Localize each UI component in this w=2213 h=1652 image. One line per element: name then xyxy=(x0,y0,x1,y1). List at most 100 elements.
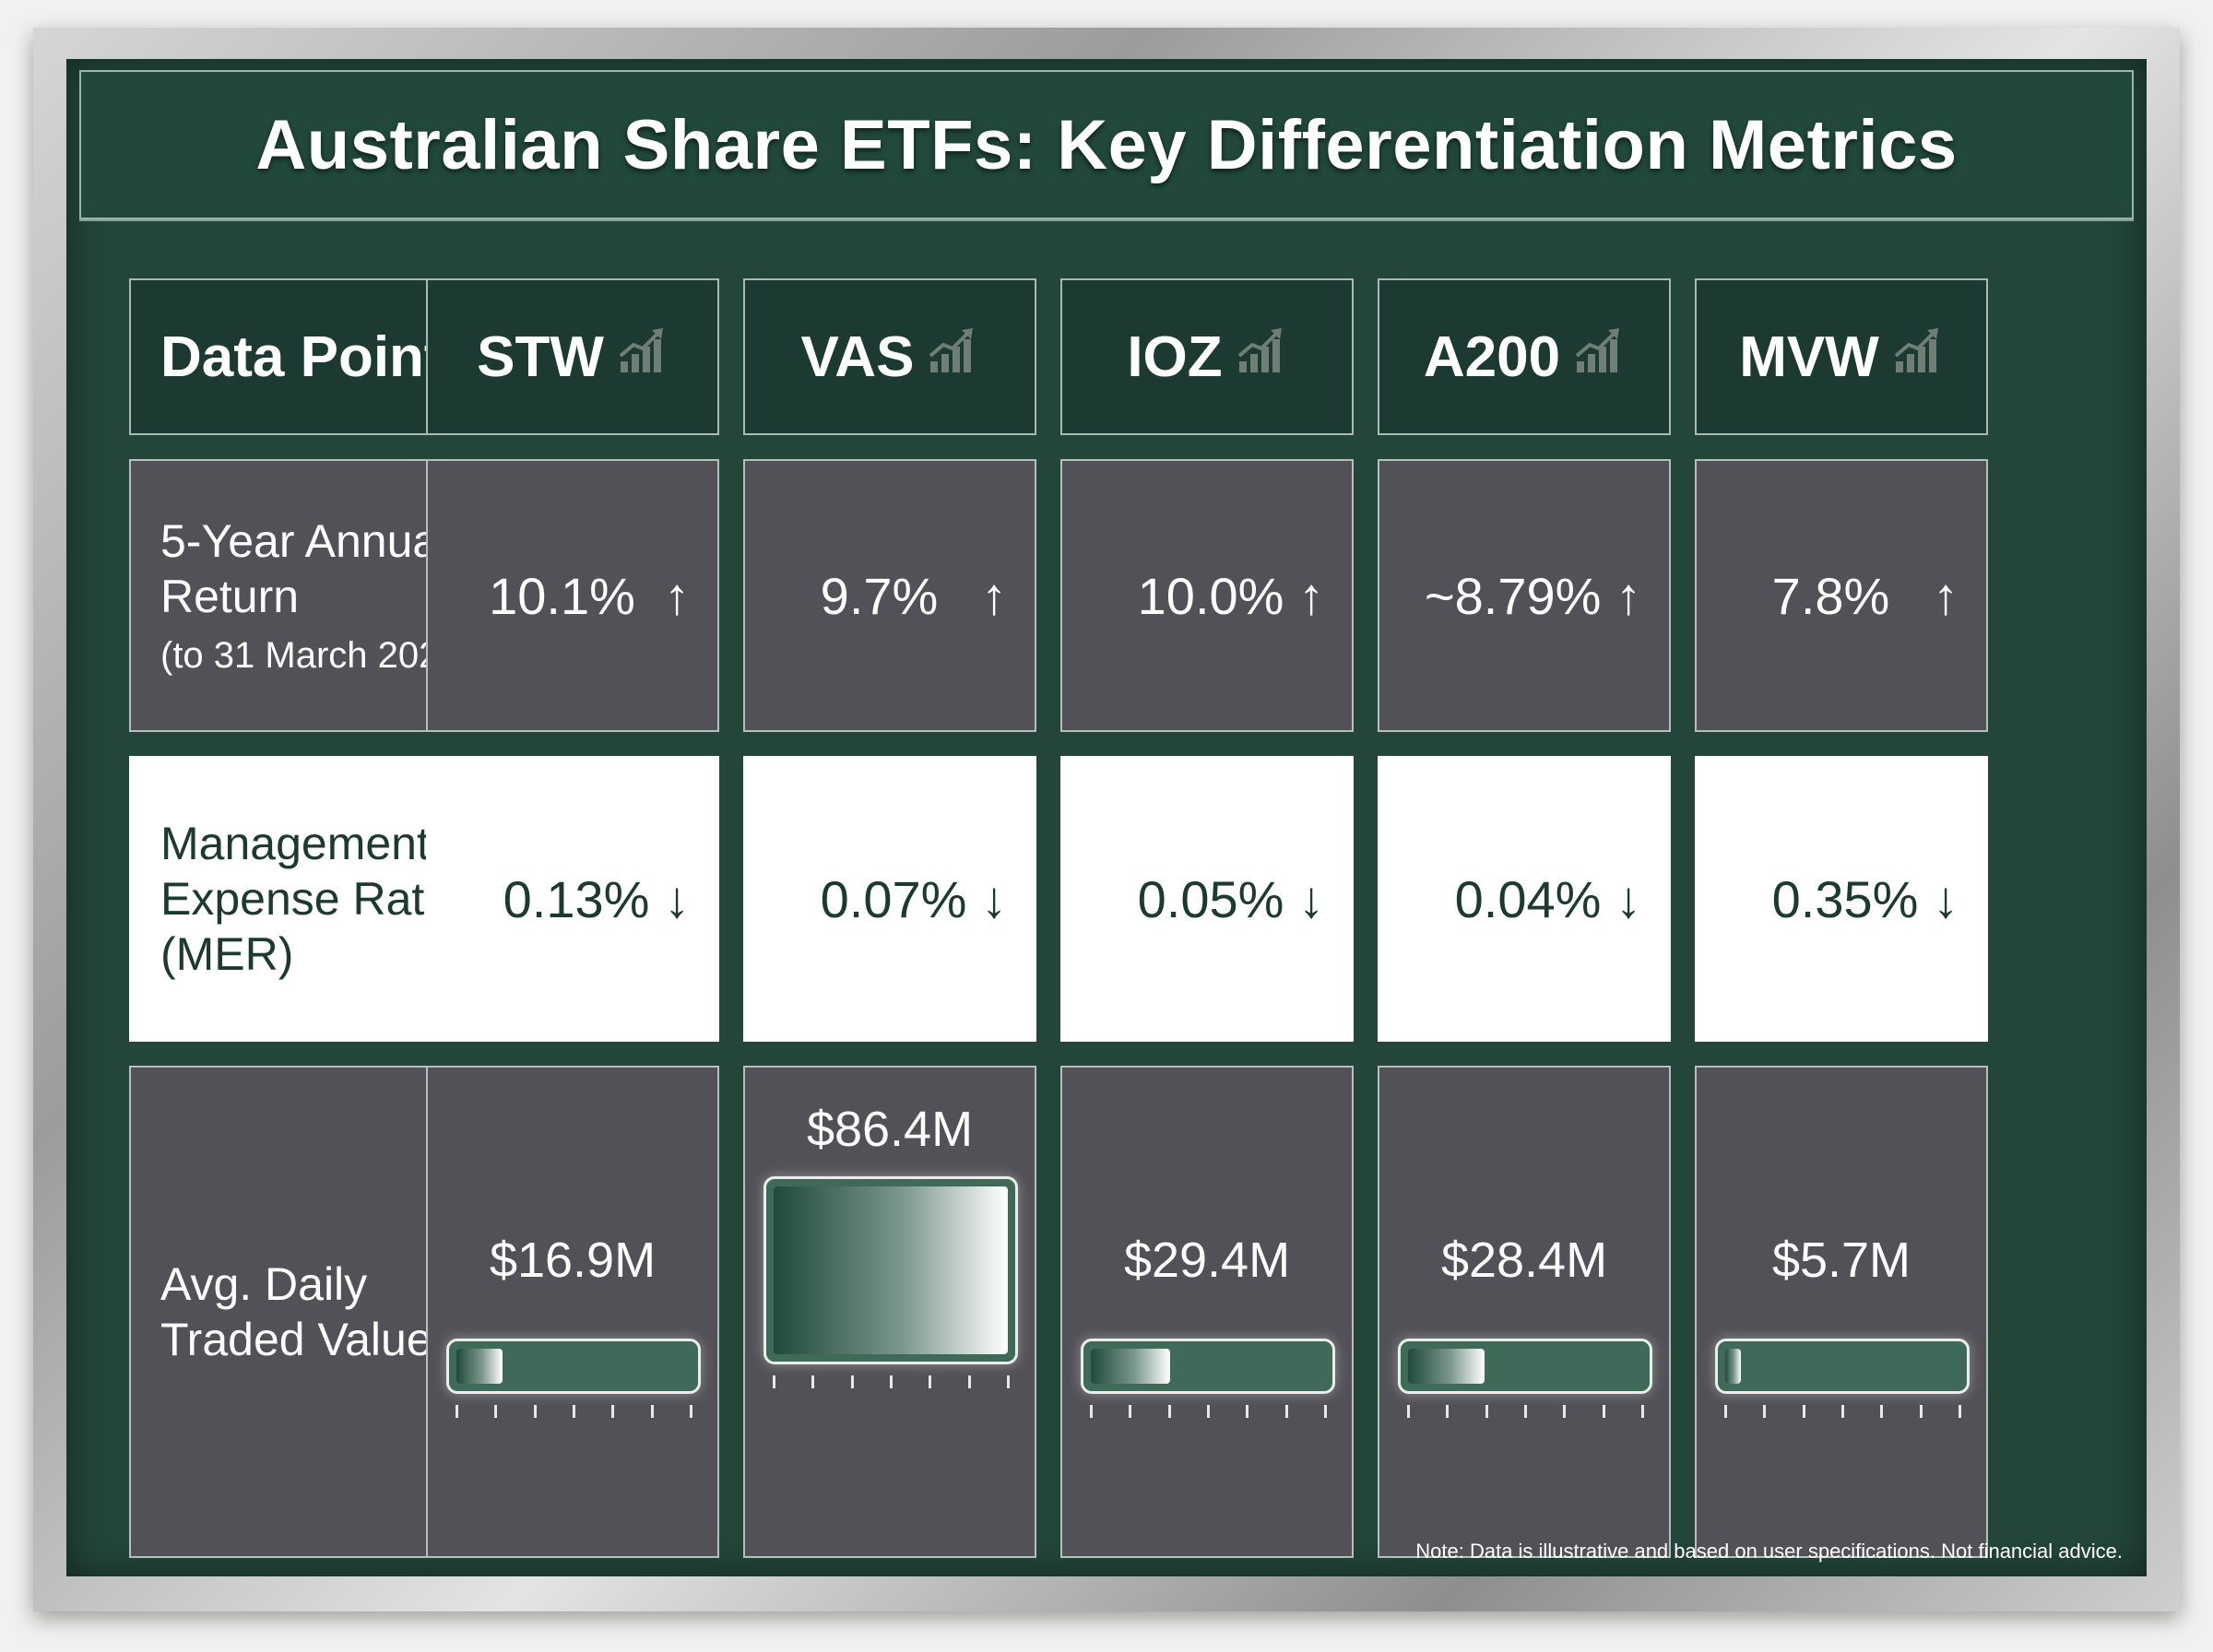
title-divider xyxy=(79,219,2134,221)
bar-tick-mark xyxy=(1841,1405,1844,1418)
mer-cell-stw: 0.13% ↓ xyxy=(426,756,719,1042)
bar-tick-mark xyxy=(968,1375,971,1388)
mer-cell-ioz: 0.05% ↓ xyxy=(1060,756,1354,1042)
return-cell-a200: ~8.79% ↑ xyxy=(1378,459,1671,732)
traded-bar-ticks xyxy=(1715,1405,1970,1422)
bar-tick-mark xyxy=(1803,1405,1805,1418)
traded-bar xyxy=(456,1349,503,1384)
bar-tick-mark xyxy=(929,1375,931,1388)
header-etf-name: A200 xyxy=(1423,324,1561,389)
traded-bar xyxy=(774,1186,1008,1354)
mer-value: 0.04% ↓ xyxy=(1454,869,1641,928)
traded-cell-stw: $16.9M xyxy=(426,1066,719,1558)
traded-bar xyxy=(1091,1349,1170,1384)
bar-tick-mark xyxy=(1603,1405,1605,1418)
bar-chart-trend-icon xyxy=(1236,324,1287,390)
traded-bar-track xyxy=(446,1339,701,1394)
bar-tick-mark xyxy=(1641,1405,1644,1418)
chalkboard-panel: Australian Share ETFs: Key Differentiati… xyxy=(66,59,2147,1576)
traded-label-line2: Traded Value xyxy=(160,1314,432,1365)
mer-value: 0.05% ↓ xyxy=(1137,869,1324,928)
return-value: 9.7% ↑ xyxy=(820,566,1007,625)
traded-bar xyxy=(1408,1349,1485,1384)
header-etf-name: VAS xyxy=(800,324,915,389)
bar-tick-mark xyxy=(456,1405,458,1418)
traded-value-label: $5.7M xyxy=(1771,1233,1911,1288)
bar-tick-mark xyxy=(1524,1405,1527,1418)
metal-frame: Australian Share ETFs: Key Differentiati… xyxy=(33,28,2180,1611)
bar-tick-mark xyxy=(1763,1405,1766,1418)
bar-tick-mark xyxy=(1485,1405,1488,1418)
bar-tick-mark xyxy=(1920,1405,1923,1418)
page-title: Australian Share ETFs: Key Differentiati… xyxy=(255,105,1958,184)
return-label-sub: (to 31 March 2026) xyxy=(160,635,472,676)
bar-chart-trend-icon xyxy=(927,324,978,390)
header-etf-name: IOZ xyxy=(1127,324,1223,389)
traded-value-label: $16.9M xyxy=(489,1233,657,1288)
title-bar: Australian Share ETFs: Key Differentiati… xyxy=(79,70,2134,219)
bar-tick-mark xyxy=(890,1375,893,1388)
bar-tick-mark xyxy=(1880,1405,1883,1418)
bar-tick-mark xyxy=(573,1405,575,1418)
traded-bar-ticks xyxy=(763,1375,1018,1392)
traded-bar-ticks xyxy=(1398,1405,1652,1422)
bar-tick-mark xyxy=(1446,1405,1449,1418)
header-etf-name: STW xyxy=(477,324,604,389)
traded-bar-track xyxy=(1081,1339,1335,1394)
bar-tick-mark xyxy=(494,1405,497,1418)
mer-label-line3: (MER) xyxy=(160,928,294,980)
traded-cell-ioz: $29.4M xyxy=(1060,1066,1354,1558)
header-label: Data Point xyxy=(160,324,444,389)
bar-tick-mark xyxy=(773,1375,775,1388)
return-value: 7.8% ↑ xyxy=(1771,566,1959,625)
bar-chart-trend-icon xyxy=(1573,324,1625,390)
return-label-line2: Return xyxy=(160,571,300,622)
mer-value: 0.07% ↓ xyxy=(820,869,1007,928)
header-cell-stw: STW xyxy=(426,278,719,435)
bar-tick-mark xyxy=(1129,1405,1131,1418)
mer-value: 0.13% ↓ xyxy=(503,869,690,928)
mer-cell-a200: 0.04% ↓ xyxy=(1378,756,1671,1042)
return-cell-mvw: 7.8% ↑ xyxy=(1695,459,1988,732)
header-cell-vas: VAS xyxy=(743,278,1036,435)
traded-bar-ticks xyxy=(1081,1405,1335,1422)
return-value: 10.1% ↑ xyxy=(489,566,690,625)
traded-bar-track xyxy=(1398,1339,1652,1394)
mer-cell-mvw: 0.35% ↓ xyxy=(1695,756,1988,1042)
bar-tick-mark xyxy=(1285,1405,1288,1418)
traded-bar-ticks xyxy=(446,1405,701,1422)
bar-tick-mark xyxy=(1407,1405,1410,1418)
bar-tick-mark xyxy=(1246,1405,1249,1418)
traded-cell-mvw: $5.7M xyxy=(1695,1066,1988,1558)
return-cell-vas: 9.7% ↑ xyxy=(743,459,1036,732)
traded-bar-track xyxy=(763,1176,1018,1364)
return-value: ~8.79% ↑ xyxy=(1424,566,1641,625)
bar-chart-trend-icon xyxy=(1892,324,1944,390)
bar-tick-mark xyxy=(534,1405,537,1418)
traded-value-label: $28.4M xyxy=(1440,1233,1608,1288)
bar-tick-mark xyxy=(1168,1405,1171,1418)
header-cell-a200: A200 xyxy=(1378,278,1671,435)
mer-label-line2: Expense Ratio xyxy=(160,873,461,925)
bar-tick-mark xyxy=(811,1375,814,1388)
bar-tick-mark xyxy=(1959,1405,1961,1418)
return-cell-stw: 10.1% ↑ xyxy=(426,459,719,732)
bar-tick-mark xyxy=(611,1405,614,1418)
return-cell-ioz: 10.0% ↑ xyxy=(1060,459,1354,732)
traded-cell-vas: $86.4M xyxy=(743,1066,1036,1558)
bar-tick-mark xyxy=(1324,1405,1327,1418)
bar-chart-trend-icon xyxy=(617,324,669,390)
header-cell-mvw: MVW xyxy=(1695,278,1988,435)
mer-cell-vas: 0.07% ↓ xyxy=(743,756,1036,1042)
header-cell-ioz: IOZ xyxy=(1060,278,1354,435)
mer-label-line1: Management xyxy=(160,818,430,869)
bar-tick-mark xyxy=(1563,1405,1566,1418)
bar-tick-mark xyxy=(1207,1405,1210,1418)
bar-tick-mark xyxy=(1007,1375,1010,1388)
traded-value-label: $86.4M xyxy=(806,1102,974,1157)
disclaimer-note: Note: Data is illustrative and based on … xyxy=(1415,1540,2123,1563)
bar-tick-mark xyxy=(1090,1405,1093,1418)
traded-label-line1: Avg. Daily xyxy=(160,1258,368,1310)
traded-bar xyxy=(1725,1349,1741,1384)
traded-bar-track xyxy=(1715,1339,1970,1394)
